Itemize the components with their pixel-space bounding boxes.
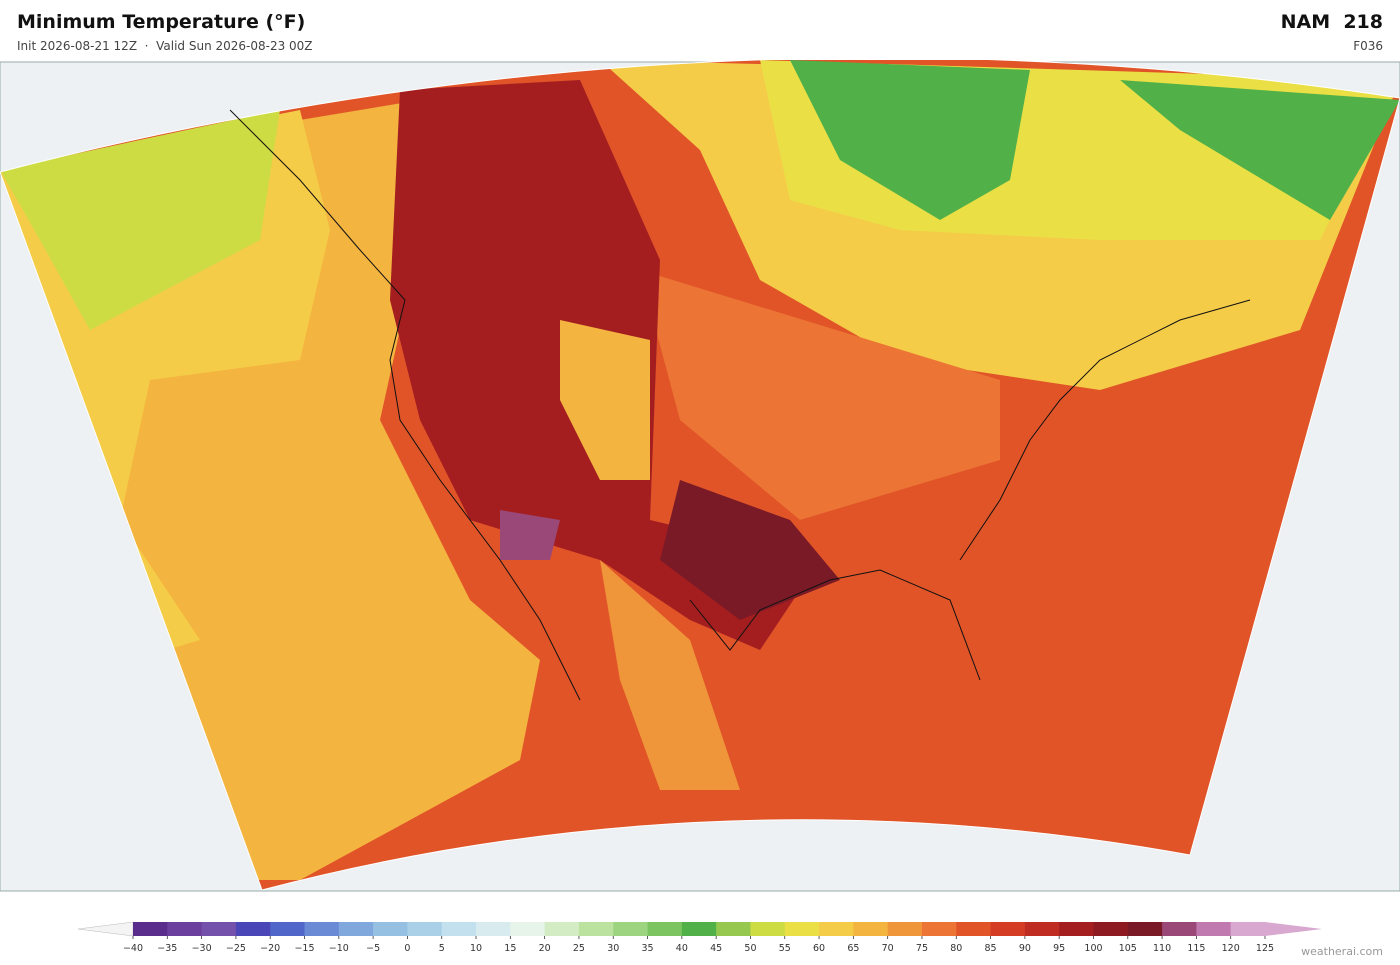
coastline bbox=[229, 109, 1251, 701]
colorbar-swatch bbox=[373, 922, 408, 936]
colorbar-tick-label: −35 bbox=[157, 943, 177, 954]
colorbar-swatch bbox=[784, 922, 820, 936]
subtitle: Init 2026-08-21 12Z · Valid Sun 2026-08-… bbox=[17, 39, 313, 53]
colorbar-swatch bbox=[270, 922, 306, 936]
colorbar-swatch bbox=[819, 922, 854, 936]
domain-edge bbox=[0, 57, 1400, 891]
colorbar-tick-label: −25 bbox=[226, 943, 246, 954]
colorbar-swatch bbox=[201, 922, 237, 936]
colorbar-tick-label: 75 bbox=[916, 943, 928, 954]
colorbar-swatch bbox=[338, 922, 374, 936]
colorbar-tick-label: −30 bbox=[192, 943, 212, 954]
colorbar-swatch bbox=[681, 922, 717, 936]
colorbar-swatch bbox=[1162, 922, 1197, 936]
colorbar-tick-label: 50 bbox=[744, 943, 756, 954]
colorbar-tick-label: 35 bbox=[641, 943, 653, 954]
colorbar-tick-label: 0 bbox=[404, 943, 410, 954]
forecast-hour: F036 bbox=[1353, 39, 1383, 53]
colorbar-tick-label: 95 bbox=[1053, 943, 1065, 954]
colorbar-tick-label: −15 bbox=[294, 943, 314, 954]
colorbar-swatch bbox=[235, 922, 271, 936]
colorbar-swatch bbox=[1230, 922, 1266, 936]
colorbar-swatch bbox=[613, 922, 649, 936]
colorbar-swatch bbox=[887, 922, 923, 936]
colorbar-tick-label: 55 bbox=[779, 943, 791, 954]
colorbar: −40 −35 −30 −25 −20 −15 −10 −5 0 5 10 15 20 25 30 35 40 4… bbox=[77, 921, 1322, 954]
temperature-field bbox=[0, 60, 1400, 891]
colorbar-swatch bbox=[578, 922, 614, 936]
colorbar-swatch bbox=[407, 922, 443, 936]
colorbar-tick-label: 105 bbox=[1119, 943, 1137, 954]
colorbar-tick-label: 110 bbox=[1153, 943, 1171, 954]
colorbar-tick-label: 10 bbox=[470, 943, 482, 954]
colorbar-tick-label: −20 bbox=[260, 943, 280, 954]
model-name: NAM 218 bbox=[1281, 11, 1383, 33]
colorbar-swatch bbox=[750, 922, 786, 936]
title: Minimum Temperature (°F) bbox=[17, 11, 305, 33]
colorbar-swatch bbox=[990, 922, 1026, 936]
colorbar-tick-label: 30 bbox=[607, 943, 619, 954]
colorbar-swatch bbox=[1127, 922, 1163, 936]
colorbar-swatch bbox=[544, 922, 580, 936]
colorbar-swatch bbox=[167, 922, 203, 936]
colorbar-swatch bbox=[921, 922, 957, 936]
colorbar-tick-label: 80 bbox=[950, 943, 962, 954]
colorbar-swatch bbox=[1024, 922, 1060, 936]
colorbar-tick-label: 90 bbox=[1019, 943, 1031, 954]
colorbar-swatch bbox=[476, 922, 511, 936]
colorbar-swatch bbox=[647, 922, 683, 936]
colorbar-tick-label: 65 bbox=[847, 943, 859, 954]
colorbar-swatch bbox=[441, 922, 477, 936]
colorbar-tick-label: 100 bbox=[1084, 943, 1102, 954]
colorbar-tick-label: 40 bbox=[676, 943, 688, 954]
colorbar-tick-label: 60 bbox=[813, 943, 825, 954]
colorbar-swatch bbox=[716, 922, 751, 936]
colorbar-tick-label: 120 bbox=[1222, 943, 1240, 954]
colorbar-tick-label: 115 bbox=[1187, 943, 1205, 954]
colorbar-swatch bbox=[304, 922, 340, 936]
colorbar-extend-low bbox=[77, 921, 134, 937]
colorbar-tick-label: −10 bbox=[329, 943, 349, 954]
colorbar-swatch bbox=[956, 922, 992, 936]
colorbar-extend-high bbox=[1265, 922, 1322, 936]
colorbar-tick-label: 5 bbox=[439, 943, 445, 954]
colorbar-tick-label: 70 bbox=[882, 943, 894, 954]
colorbar-tick-label: 20 bbox=[539, 943, 551, 954]
colorbar-swatch bbox=[1059, 922, 1094, 936]
colorbar-tick-label: 25 bbox=[573, 943, 585, 954]
colorbar-swatch bbox=[1093, 922, 1129, 936]
credit: weatherai.com bbox=[1301, 945, 1383, 958]
colorbar-tick-label: 85 bbox=[985, 943, 997, 954]
colorbar-tick-label: −5 bbox=[366, 943, 380, 954]
colorbar-swatch bbox=[1196, 922, 1232, 936]
colorbar-swatch bbox=[510, 922, 546, 936]
colorbar-tick-label: 125 bbox=[1256, 943, 1274, 954]
colorbar-tick-label: −40 bbox=[123, 943, 143, 954]
colorbar-tick-label: 15 bbox=[504, 943, 516, 954]
colorbar-swatch bbox=[133, 922, 168, 936]
colorbar-swatch bbox=[853, 922, 889, 936]
colorbar-tick-label: 45 bbox=[710, 943, 722, 954]
